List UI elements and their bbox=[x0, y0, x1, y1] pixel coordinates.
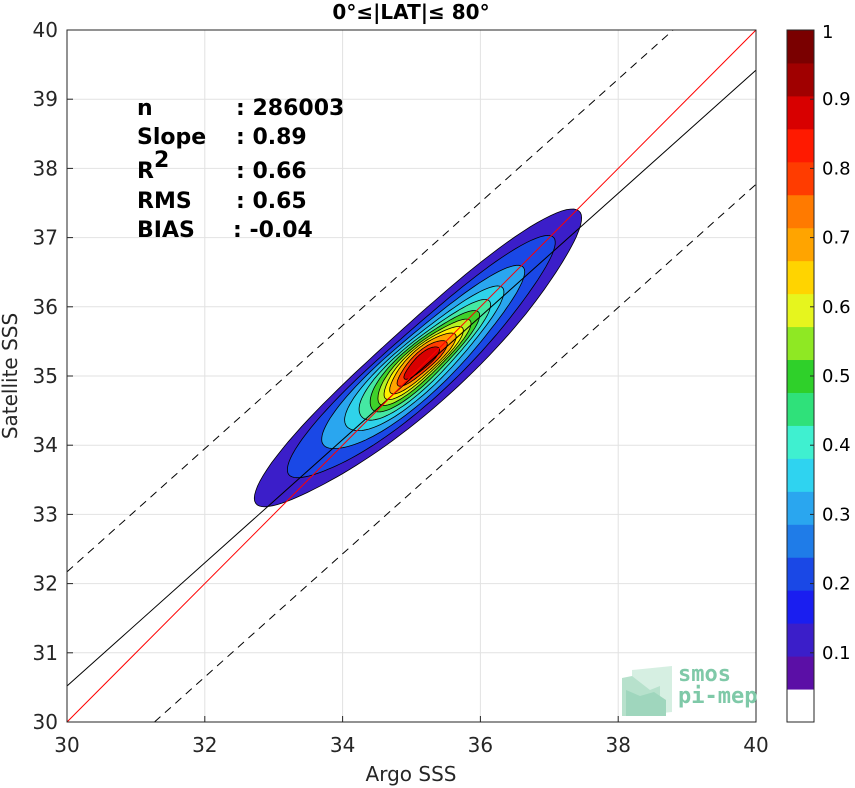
stat-value: : 0.65 bbox=[236, 189, 307, 214]
stat-label: RMS bbox=[137, 189, 192, 214]
stat-label: BIAS bbox=[137, 218, 195, 243]
statistics-box: n : 286003 Slope : 0.89 R 2 : 0.66 RMS : 0.65 BIA… bbox=[137, 96, 344, 243]
stat-label: Slope bbox=[137, 125, 206, 150]
y-tick-label: 38 bbox=[33, 156, 58, 180]
upper-bound-dashed-line bbox=[66, 29, 674, 573]
colorbar-tick-label: 0.1 bbox=[822, 643, 851, 664]
colorbar-segment bbox=[787, 425, 814, 459]
colorbar-tick-label: 0.2 bbox=[822, 574, 851, 595]
y-tick-label: 40 bbox=[33, 18, 58, 42]
lower-bound-dashed-line bbox=[154, 183, 757, 723]
y-tick-label: 32 bbox=[33, 572, 58, 596]
x-tick-label: 30 bbox=[54, 733, 79, 757]
colorbar: 0.1 0.2 0.3 0.4 0.5 0.6 0.7 0.8 0.9 1 bbox=[786, 22, 851, 723]
y-tick-label: 39 bbox=[33, 87, 58, 111]
colorbar-segment bbox=[787, 623, 814, 657]
stat-superscript: 2 bbox=[154, 148, 169, 173]
colorbar-segment bbox=[787, 491, 814, 525]
stat-value: : 286003 bbox=[236, 96, 344, 121]
colorbar-segment bbox=[787, 30, 814, 64]
colorbar-segment bbox=[787, 194, 814, 229]
logo-mark-icon bbox=[622, 666, 672, 716]
x-tick-labels: 30 32 34 36 38 40 bbox=[54, 716, 769, 757]
x-tick-label: 36 bbox=[468, 733, 493, 757]
density-contour-level bbox=[403, 346, 440, 380]
x-tick-label: 32 bbox=[192, 733, 217, 757]
y-tick-label: 31 bbox=[33, 641, 58, 665]
y-tick-label: 30 bbox=[33, 710, 58, 734]
y-tick-label: 35 bbox=[33, 364, 58, 388]
colorbar-segment bbox=[787, 590, 814, 624]
y-tick-label: 34 bbox=[33, 433, 58, 457]
colorbar-segment bbox=[787, 95, 814, 130]
colorbar-segment bbox=[787, 557, 814, 591]
colorbar-segment bbox=[787, 392, 814, 426]
colorbar-tick-label: 0.3 bbox=[822, 504, 851, 525]
stat-label: n bbox=[137, 96, 153, 121]
y-tick-label: 36 bbox=[33, 295, 58, 319]
y-tick-labels: 30 31 32 33 34 35 36 37 38 39 40 bbox=[33, 18, 73, 734]
colorbar-segment bbox=[787, 128, 814, 163]
y-axis-label: Satellite SSS bbox=[0, 313, 22, 439]
x-tick-label: 38 bbox=[605, 733, 630, 757]
stat-value: : 0.66 bbox=[236, 159, 307, 184]
colorbar-segment bbox=[787, 62, 814, 97]
stat-value: : -0.04 bbox=[233, 218, 313, 243]
logo-text-pi-mep: pi-mep bbox=[678, 684, 757, 709]
colorbar-segment bbox=[787, 359, 814, 393]
colorbar-segment bbox=[787, 656, 814, 690]
colorbar-tick-label: 0.5 bbox=[822, 366, 851, 387]
stat-value: : 0.89 bbox=[236, 125, 307, 150]
colorbar-segment bbox=[787, 161, 814, 196]
stat-label: R bbox=[137, 159, 154, 184]
colorbar-segment bbox=[787, 293, 814, 328]
colorbar-segment bbox=[787, 326, 814, 361]
x-tick-label: 40 bbox=[743, 733, 768, 757]
colorbar-tick-label: 0.7 bbox=[822, 228, 851, 249]
colorbar-tick-label: 0.8 bbox=[822, 158, 851, 179]
reference-lines bbox=[66, 29, 757, 723]
colorbar-tick-label: 0.9 bbox=[822, 89, 851, 110]
colorbar-segment bbox=[787, 524, 814, 558]
colorbar-tick-label: 1 bbox=[822, 22, 833, 43]
x-tick-label: 34 bbox=[330, 733, 355, 757]
colorbar-tick-label: 0.4 bbox=[822, 435, 851, 456]
one-to-one-line bbox=[66, 29, 757, 723]
chart-title: 0°≤|LAT|≤ 80° bbox=[332, 0, 489, 24]
x-axis-label: Argo SSS bbox=[366, 762, 457, 786]
smos-pi-mep-logo: smos pi-mep bbox=[622, 662, 757, 716]
density-contours bbox=[253, 208, 583, 508]
colorbar-tick-label: 0.6 bbox=[822, 297, 851, 318]
regression-fit-line bbox=[66, 69, 757, 687]
colorbar-segment bbox=[787, 260, 814, 295]
y-tick-label: 33 bbox=[33, 502, 58, 526]
colorbar-segment bbox=[787, 689, 814, 723]
y-tick-label: 37 bbox=[33, 226, 58, 250]
logo-text-smos: smos bbox=[678, 662, 731, 687]
colorbar-segment bbox=[787, 227, 814, 262]
colorbar-segment bbox=[787, 458, 814, 492]
